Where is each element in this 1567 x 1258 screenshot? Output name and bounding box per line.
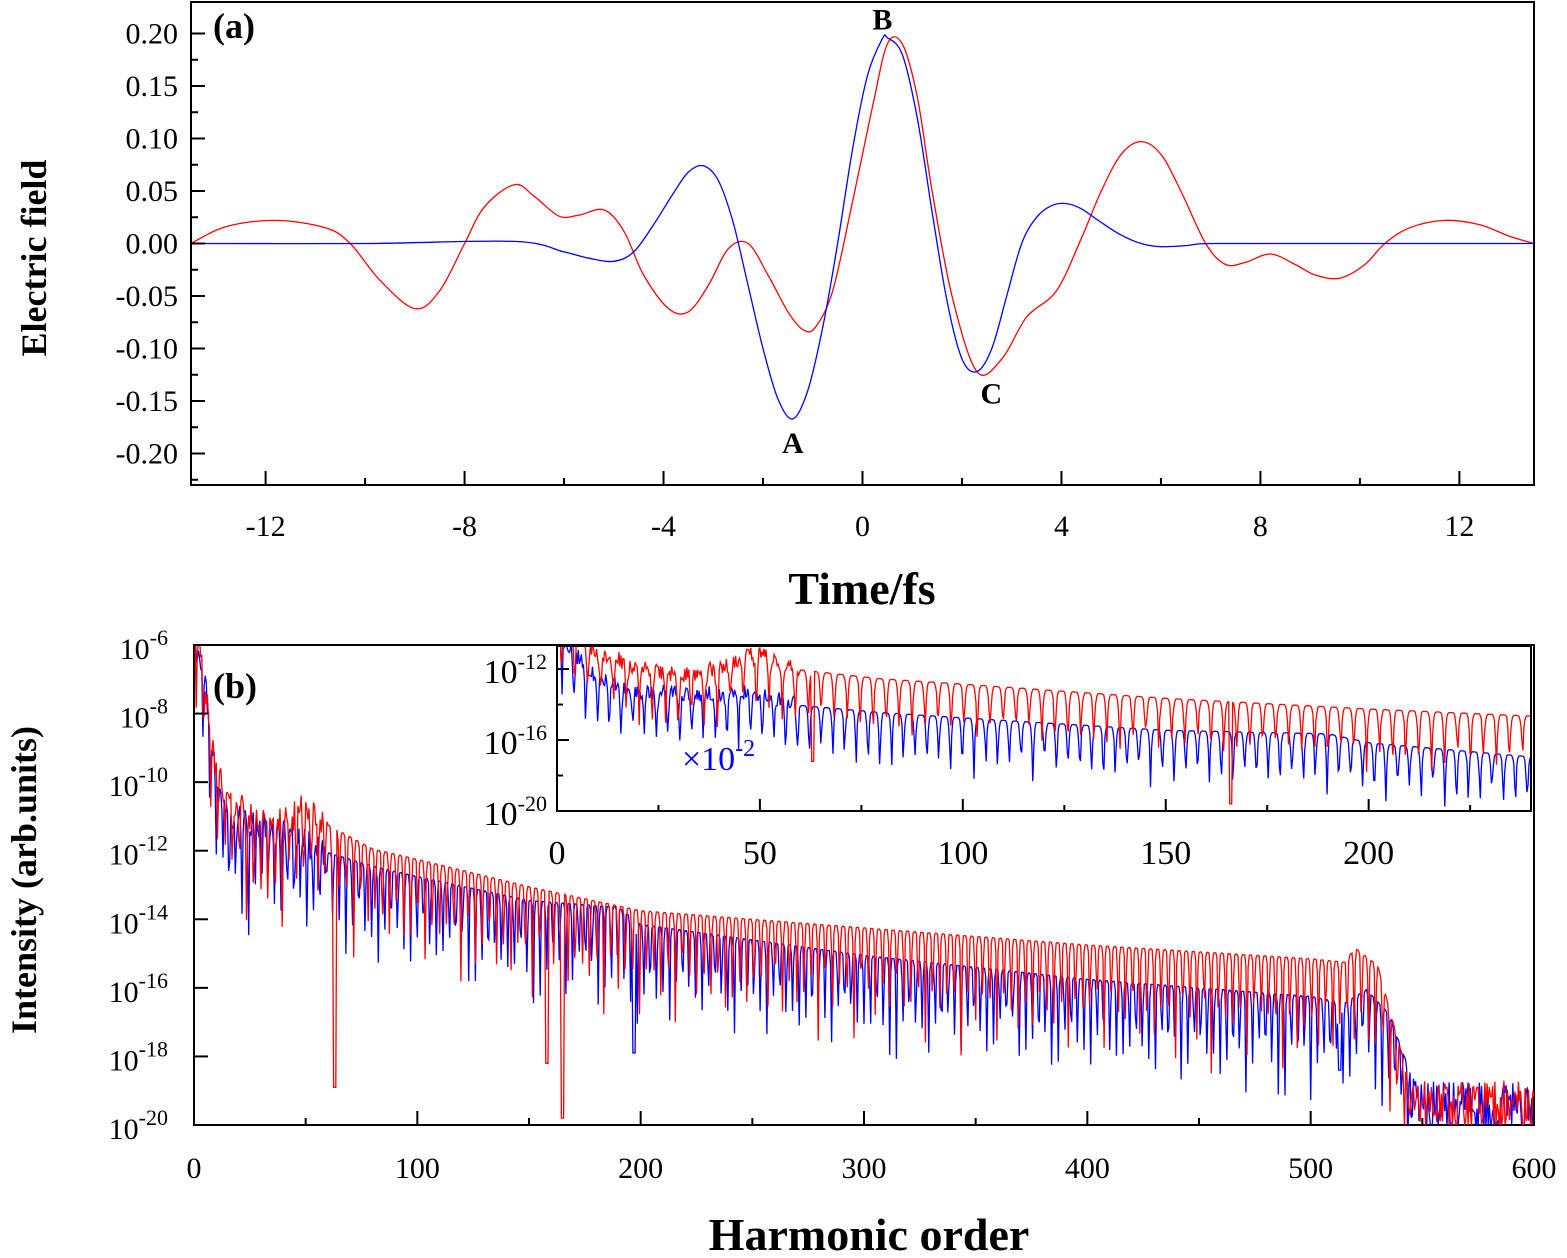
panel-a-y-tick-label: 0.05 [126,175,179,208]
panel-b-y-tick-label: 10-6 [120,625,168,666]
inset-ticks: 0 50 100 150 200 10-12 10-16 10-20 [484,649,1472,872]
panel-b-y-tick-label: 10-10 [109,762,168,803]
panel-b-x-tick-label: 400 [1065,1152,1110,1185]
panel-a-electric-field: -12 -8 -4 0 4 8 12 0.20 0.15 0.10 0.05 0.00 -0.05 -0.… [14,1,1535,614]
panel-b-y-tick-label: 10-16 [109,968,168,1009]
panel-a-label: (a) [213,6,255,46]
panel-b-x-tick-label: 300 [842,1152,887,1185]
inset-x-tick-label: 150 [1140,835,1191,872]
panel-a-y-tick-label: -0.20 [116,438,179,471]
panel-a-x-axis-title: Time/fs [788,563,935,614]
panel-a-x-tick-label: 4 [1054,510,1069,543]
panel-a-series [190,34,1535,420]
inset-y-tick-label: 10-12 [484,649,547,691]
inset-line-red [559,646,1531,805]
panel-b-x-tick-label: 100 [395,1152,440,1185]
panel-a-x-tick-label: 0 [855,510,870,543]
panel-b-line-red [194,645,1534,1125]
panel-b-x-axis-title: Harmonic order [709,1209,1030,1258]
inset-x-tick-label: 200 [1343,835,1394,872]
panel-a-point-label-a: A [782,427,804,460]
panel-a-x-tick-label: 12 [1444,510,1474,543]
panel-a-y-tick-label: 0.00 [126,228,179,261]
panel-a-line-red [190,36,1535,376]
panel-b-y-tick-label: 10-14 [109,899,168,940]
panel-b-y-tick-label: 10-12 [109,831,168,872]
panel-a-x-tick-label: 8 [1253,510,1268,543]
inset-x-tick-label: 100 [937,835,988,872]
inset-y-tick-label: 10-20 [484,791,547,833]
panel-b-series [194,645,1534,1125]
panel-b-x-tick-label: 0 [187,1152,202,1185]
inset-y-tick-label: 10-16 [484,720,547,762]
panel-a-y-tick-label: -0.05 [116,280,179,313]
inset-scale-base: ×10 [682,741,735,778]
panel-b-y-tick-label: 10-20 [109,1105,168,1146]
panel-a-annotations: A B C [782,4,1002,460]
panel-a-x-tick-label: -8 [452,510,477,543]
inset-line-blue [559,646,1531,807]
panel-a-point-label-c: C [981,378,1003,411]
panel-a-line-blue [190,34,1535,420]
inset-series [559,646,1531,807]
inset-plot-frame [556,645,1532,812]
panel-b-ticks: 0 100 200 300 400 500 60010-610-810-1010-1210-… [109,625,1557,1185]
panel-b-y-tick-label: 10-18 [109,1036,168,1077]
panel-a-y-tick-label: 0.20 [126,18,179,51]
inset-scale-exponent: -2 [735,736,755,762]
panel-b-y-axis-title: Intensity (arb.units) [4,726,44,1034]
panel-b-x-tick-label: 200 [618,1152,663,1185]
panel-b-label: (b) [213,666,257,706]
panel-a-y-tick-label: 0.10 [126,123,179,156]
panel-a-y-tick-label: -0.15 [116,385,179,418]
inset-scale-annotation: ×10-2 [682,736,755,778]
panel-a-ticks: -12 -8 -4 0 4 8 12 0.20 0.15 0.10 0.05 0.00 -0.05 -0.… [116,18,1475,544]
panel-b-x-tick-label: 600 [1512,1152,1557,1185]
panel-a-y-tick-label: 0.15 [126,70,179,103]
panel-a-point-label-b: B [872,4,892,37]
inset-x-tick-label: 50 [743,835,777,872]
panel-b-line-blue [195,645,1534,1125]
panel-a-y-tick-label: -0.10 [116,333,179,366]
panel-b-inset: 0 50 100 150 200 10-12 10-16 10-20 ×10-2 [484,645,1532,872]
panel-b-harmonic-spectrum: 0 100 200 300 400 500 60010-610-810-1010-1210-… [4,625,1557,1258]
panel-a-x-tick-label: -12 [246,510,286,543]
panel-a-x-tick-label: -4 [651,510,676,543]
panel-b-y-tick-label: 10-8 [120,694,168,735]
panel-a-y-axis-title: Electric field [14,160,54,357]
panel-b-x-tick-label: 500 [1288,1152,1333,1185]
inset-x-tick-label: 0 [549,835,566,872]
